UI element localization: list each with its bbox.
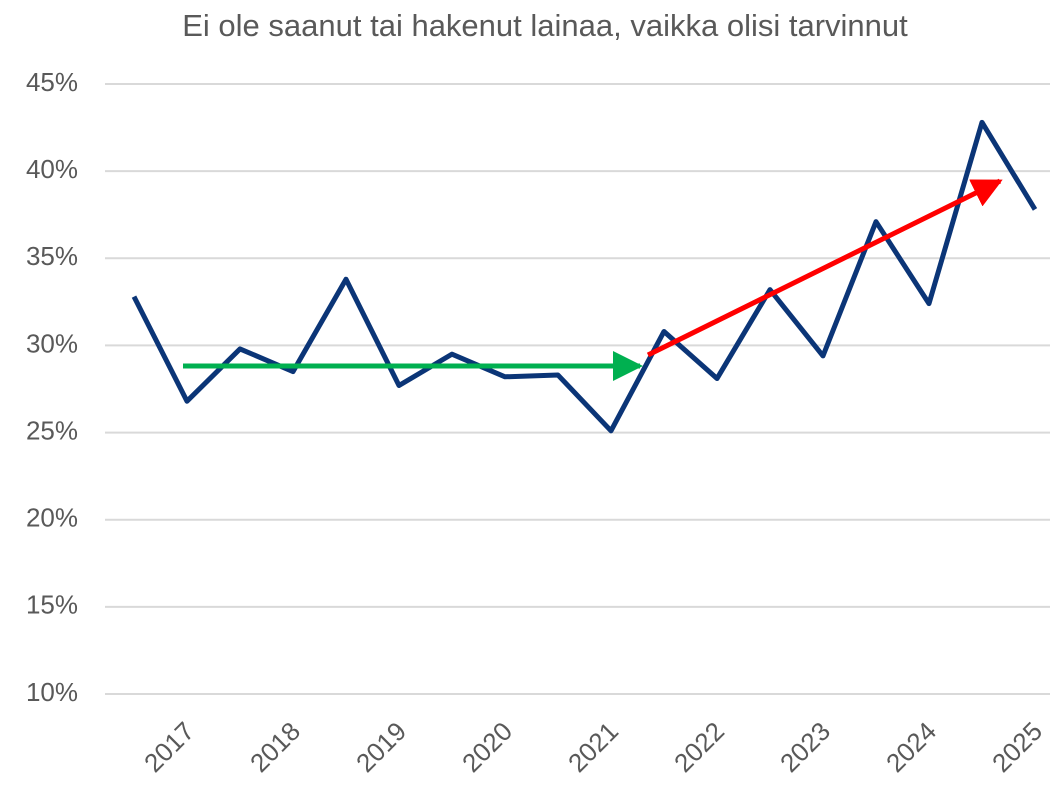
y-tick-label: 30% bbox=[26, 328, 78, 358]
trend-arrow bbox=[646, 178, 1003, 358]
chart-title: Ei ole saanut tai hakenut lainaa, vaikka… bbox=[182, 8, 908, 43]
x-tick-label: 2020 bbox=[456, 716, 518, 778]
plot bbox=[131, 119, 1038, 434]
x-tick-label: 2019 bbox=[350, 716, 412, 778]
x-tick-label: 2021 bbox=[562, 716, 624, 778]
y-tick-label: 10% bbox=[26, 677, 78, 707]
y-tick-label: 45% bbox=[26, 67, 78, 97]
data-line bbox=[131, 119, 1038, 434]
x-tick-label: 2024 bbox=[880, 716, 942, 778]
x-tick-label: 2022 bbox=[668, 716, 730, 778]
y-tick-label: 20% bbox=[26, 503, 78, 533]
x-tick-label: 2023 bbox=[774, 716, 836, 778]
x-tick-label: 2017 bbox=[138, 716, 200, 778]
x-tick-label: 2025 bbox=[986, 716, 1048, 778]
y-tick-label: 25% bbox=[26, 415, 78, 445]
y-tick-label: 40% bbox=[26, 154, 78, 184]
y-tick-label: 35% bbox=[26, 241, 78, 271]
y-tick-label: 15% bbox=[26, 590, 78, 620]
grid bbox=[105, 83, 1050, 695]
x-tick-label: 2018 bbox=[244, 716, 306, 778]
